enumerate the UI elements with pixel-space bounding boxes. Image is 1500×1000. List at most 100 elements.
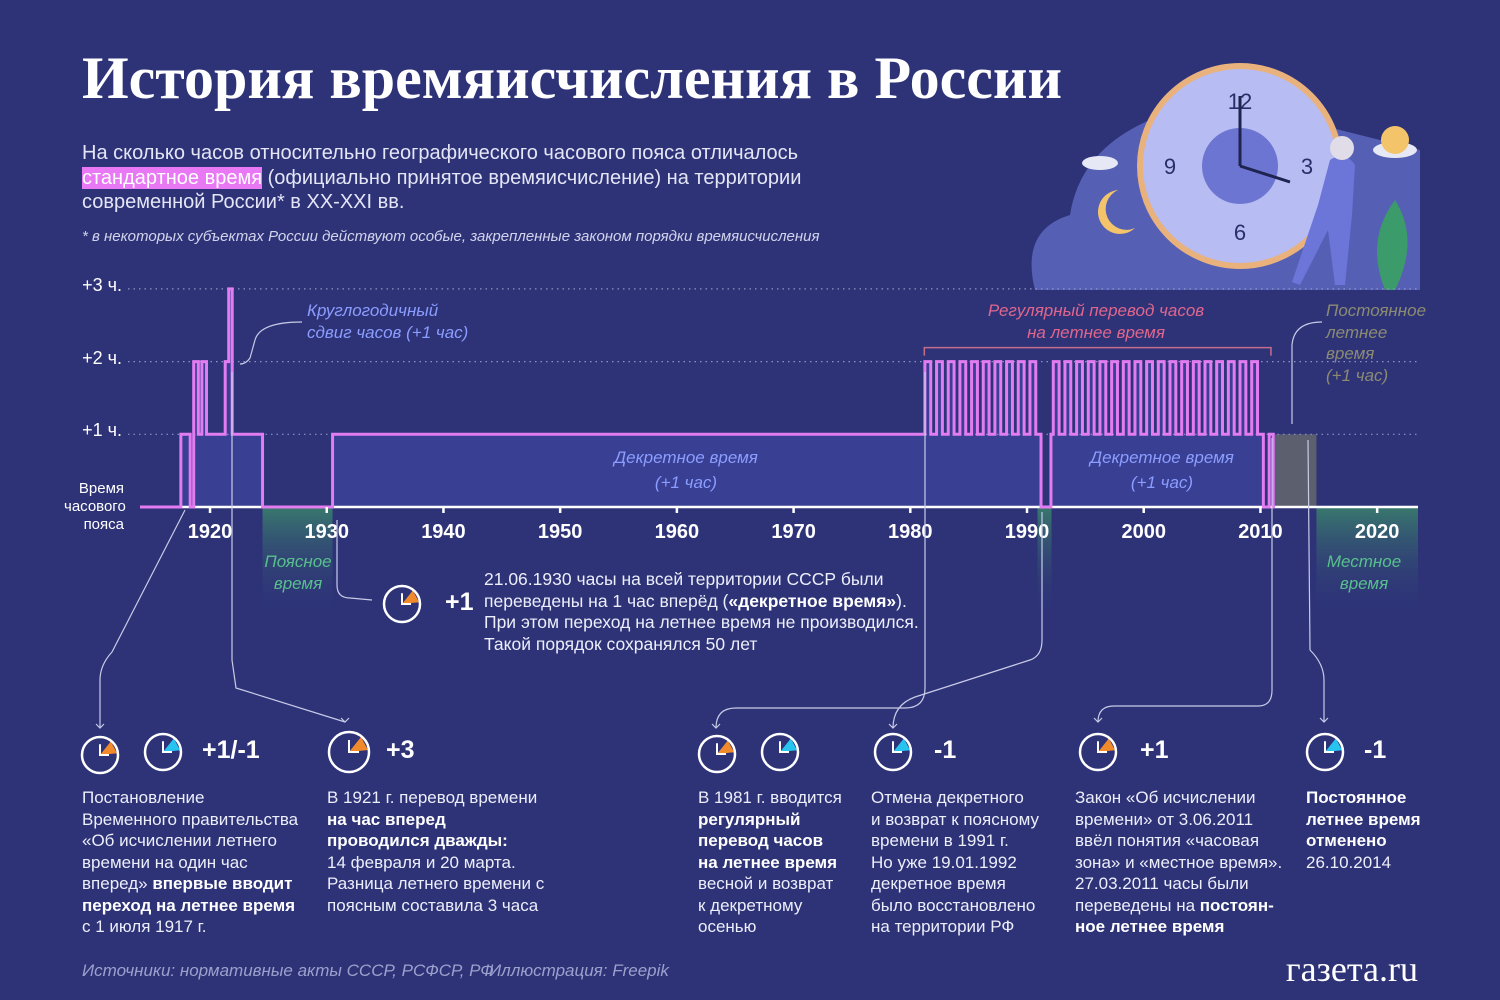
local-glow xyxy=(262,507,333,617)
badge: +1 xyxy=(1140,736,1169,764)
footnote: * в некоторых субъектах России действуют… xyxy=(82,228,820,245)
bold-text: впервые вводит xyxy=(152,874,293,893)
icon-clock xyxy=(382,584,422,624)
connector xyxy=(1097,438,1273,723)
note: Постоянное летнее время отменено 26.10.2014 xyxy=(1306,787,1421,873)
text-line: Но уже 19.01.1992 xyxy=(871,852,1017,872)
connector-tip xyxy=(1093,717,1103,723)
clock-label: 12 xyxy=(1228,89,1252,114)
text-line: осенью xyxy=(698,917,757,936)
text-line: на летнее время xyxy=(1027,322,1165,342)
text-run: вперед» xyxy=(82,874,153,893)
text-line: сдвиг часов (+1 час) xyxy=(307,322,469,342)
text-line: Такой порядок сохранялся 50 лет xyxy=(484,633,758,654)
clock-label: 9 xyxy=(1164,154,1176,179)
figure-head xyxy=(1330,136,1354,160)
text-line: с 1 июля 1917 г. xyxy=(82,917,207,936)
text-line: времени в 1991 г. xyxy=(871,831,1009,850)
text-line: 21.06.1930 часы на всей территории СССР … xyxy=(484,569,884,589)
text-line: (+1 час) xyxy=(1130,473,1194,492)
text-line: летнее время xyxy=(1306,809,1421,831)
text-line: ввёл понятия «часовая xyxy=(1075,831,1260,850)
text-line: на час вперед xyxy=(327,809,544,831)
icon-hands xyxy=(1324,741,1334,753)
area xyxy=(140,288,1276,507)
icon-clock xyxy=(760,732,800,772)
text-run: переведены на xyxy=(1075,895,1200,915)
y-tick-label: Время часового пояса xyxy=(64,480,126,533)
bold-text: проводился дважды: xyxy=(327,831,508,850)
text-line: (+1 час) xyxy=(654,473,718,492)
text-line: Регулярный перевод часов xyxy=(987,301,1205,320)
annotation: Поясное время xyxy=(148,551,448,594)
icon-hands xyxy=(1097,741,1107,753)
text-line: времени на один час xyxy=(82,852,248,872)
text-line: к декретному xyxy=(698,895,803,915)
icon-wedge xyxy=(163,738,181,752)
text-line: 14 февраля и 20 марта. xyxy=(327,852,516,872)
bold-text: ное летнее время xyxy=(1075,917,1225,936)
sources: Источники: нормативные акты СССР, РСФСР,… xyxy=(82,961,494,980)
text-line: перевод часов xyxy=(698,830,842,852)
x-tick-label: 2020 xyxy=(1355,521,1400,543)
note: В 1921 г. перевод времени на час вперед пр… xyxy=(327,787,544,916)
text-run: ). xyxy=(896,590,907,611)
clock-label: 6 xyxy=(1234,220,1246,245)
icon-clock xyxy=(327,730,371,774)
text-line: стандартное время (официально принятое в… xyxy=(82,166,801,191)
icon-wedge xyxy=(780,738,798,752)
x-tick-label: 1930 xyxy=(304,521,349,543)
icon-wedge xyxy=(100,741,118,755)
time-offset-line xyxy=(140,287,1276,509)
annotation: Постоянное летнее время (+1 час) xyxy=(1326,300,1426,386)
icon-clock xyxy=(143,732,183,772)
note: Закон «Об исчислении времени» от 3.06.201… xyxy=(1075,787,1282,938)
icon-clock xyxy=(80,735,120,775)
text-line: переведены на постоян- xyxy=(1075,895,1282,917)
connector-tip xyxy=(1319,717,1329,723)
icon-wedge xyxy=(1325,738,1343,752)
annotation: Регулярный перевод часов на летнее время xyxy=(946,300,1246,343)
text-line: переход на летнее время xyxy=(82,895,298,917)
x-tick-label: 1950 xyxy=(538,521,583,543)
badge: -1 xyxy=(1364,736,1387,764)
icon-wedge xyxy=(402,590,420,604)
callout: 21.06.1930 часы на всей территории СССР … xyxy=(484,569,919,655)
connector-tip xyxy=(711,723,721,729)
icon-wedge xyxy=(717,740,735,754)
text-line: современной России* в XX-XXI вв. xyxy=(82,191,405,213)
text-line: времени» от 3.06.2011 xyxy=(1075,809,1254,829)
clock-label: 3 xyxy=(1301,154,1313,179)
icon-clock xyxy=(1305,732,1345,772)
text-line: 27.03.2011 часы были xyxy=(1075,874,1249,893)
bold-text: переход на летнее время xyxy=(82,895,296,915)
badge: +3 xyxy=(386,736,415,764)
connector xyxy=(1291,321,1323,424)
text-line: время xyxy=(1339,573,1389,593)
annotation: Декретное время (+1 час) xyxy=(1012,445,1312,495)
badge: +1/-1 xyxy=(202,736,260,764)
bold-text: регулярный xyxy=(698,809,801,829)
icon-hands xyxy=(348,740,359,753)
x-tick-label: 1980 xyxy=(888,521,933,543)
text-line: 26.10.2014 xyxy=(1306,852,1392,872)
bold-text: «декретное время» xyxy=(728,590,897,611)
text-line: В 1921 г. перевод времени xyxy=(327,788,538,807)
text-line: зона» и «местное время». xyxy=(1075,852,1283,872)
x-tick-label: 2000 xyxy=(1121,521,1166,543)
connector xyxy=(231,372,346,723)
annotation: Круглогодичный сдвиг часов (+1 час) xyxy=(307,300,468,343)
text-line: поясным составила 3 часа xyxy=(327,895,539,915)
figure xyxy=(1292,156,1355,285)
text-line: Отмена декретного xyxy=(871,788,1024,807)
text-line: переведены на 1 час вперёд («декретное в… xyxy=(484,591,919,613)
text-line: декретное время xyxy=(871,874,1006,893)
y-tick-label: +2 ч. xyxy=(82,347,122,368)
connector xyxy=(239,321,303,365)
text-line: Постановление xyxy=(82,788,205,807)
badge: -1 xyxy=(934,736,957,764)
connector xyxy=(1307,439,1325,722)
text-line: и возврат к поясному xyxy=(871,809,1039,829)
text-line: Временного правительства xyxy=(82,809,299,829)
